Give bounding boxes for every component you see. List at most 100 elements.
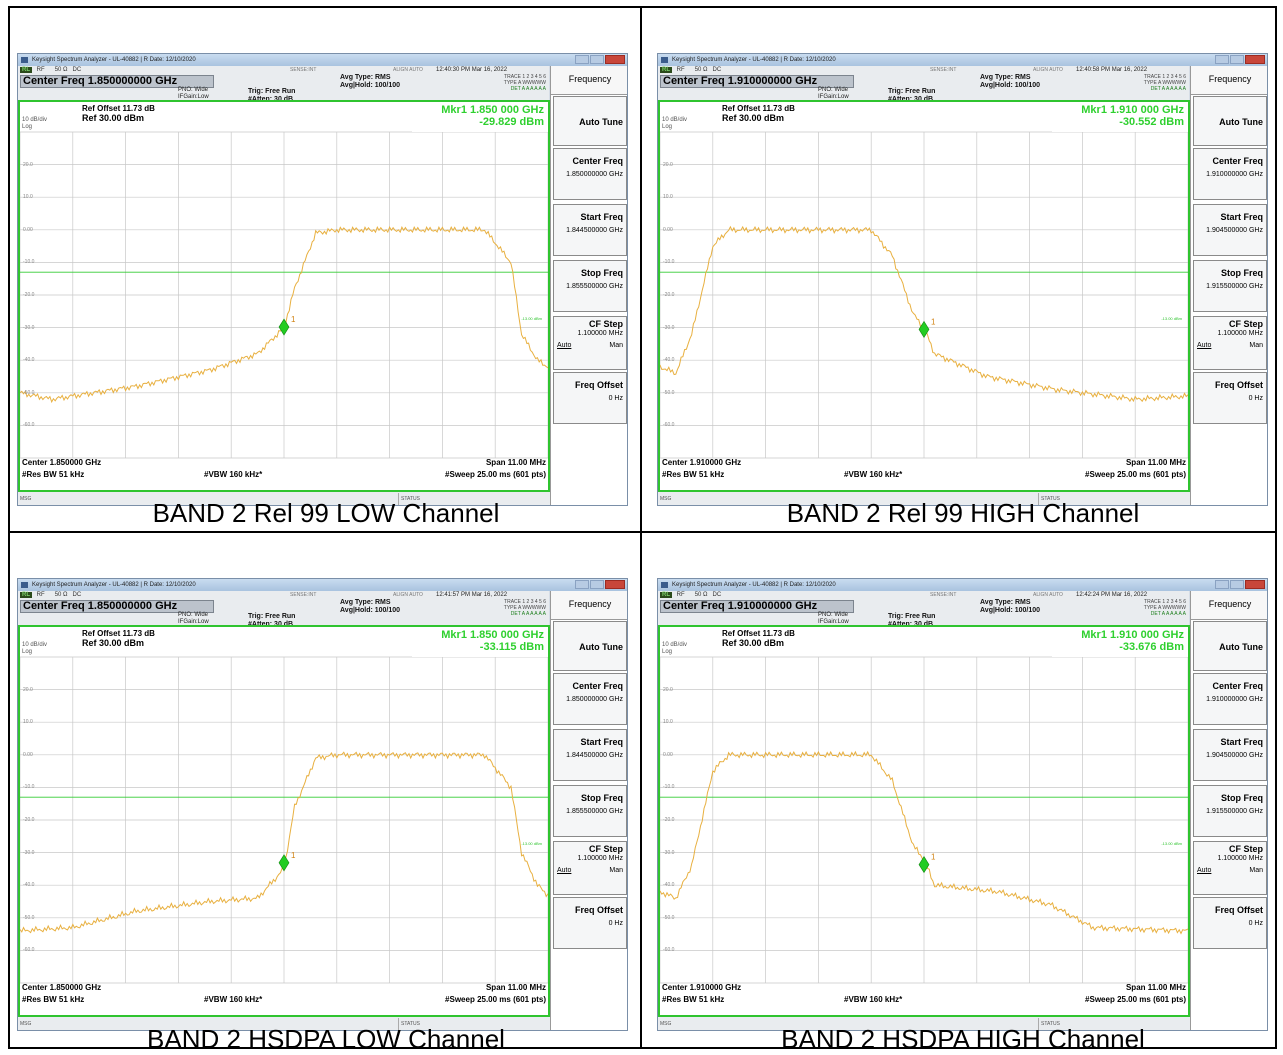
freq-offset-button[interactable]: Freq Offset 0 Hz bbox=[553, 897, 627, 949]
center-freq-button[interactable]: Center Freq 1.910000000 GHz bbox=[1193, 673, 1267, 725]
res-bw-label: #Res BW 51 kHz bbox=[22, 995, 85, 1004]
spectrum-plot[interactable]: 1 Ref Offset 11.73 dB Ref 30.00 dBm 10 d… bbox=[658, 625, 1190, 1017]
cf-step-man[interactable]: Man bbox=[1249, 867, 1263, 874]
y-tick-label: 0.00 bbox=[663, 751, 673, 758]
marker-readout-bg bbox=[412, 627, 548, 657]
freq-offset-button[interactable]: Freq Offset 0 Hz bbox=[553, 372, 627, 424]
maximize-icon[interactable] bbox=[590, 55, 604, 64]
y-tick-label: -50.0 bbox=[23, 914, 35, 921]
marker-freq: Mkr1 1.910 000 GHz bbox=[1081, 629, 1184, 641]
log-label: Log bbox=[22, 124, 33, 130]
trigger-atten: Trig: Free Run #Atten: 30 dB bbox=[888, 613, 935, 629]
spectrum-analyzer-window-2: Keysight Spectrum Analyzer - UL-40882 | … bbox=[657, 53, 1268, 506]
app-icon bbox=[661, 582, 668, 588]
span-label: Span 11.00 MHz bbox=[1125, 458, 1186, 467]
y-tick-label: -60.0 bbox=[663, 422, 675, 429]
spectrum-plot[interactable]: 1 Ref Offset 11.73 dB Ref 30.00 dBm 10 d… bbox=[18, 100, 550, 492]
rf-label: RF bbox=[676, 592, 685, 598]
stop-freq-label: Stop Freq bbox=[581, 793, 623, 803]
minimize-icon[interactable] bbox=[575, 55, 589, 64]
cf-step-man[interactable]: Man bbox=[609, 342, 623, 349]
marker-1-icon[interactable] bbox=[918, 320, 930, 338]
center-freq-button[interactable]: Center Freq 1.910000000 GHz bbox=[1193, 148, 1267, 200]
res-bw-label: #Res BW 51 kHz bbox=[662, 995, 725, 1004]
cf-step-auto[interactable]: Auto bbox=[557, 867, 572, 874]
cf-step-button[interactable]: CF Step 1.100000 MHz Auto Man bbox=[553, 841, 627, 895]
empty-softkey bbox=[553, 953, 627, 1029]
pno-ifgain: PNO: Wide IFGain:Low bbox=[818, 612, 849, 626]
maximize-icon[interactable] bbox=[590, 580, 604, 589]
start-freq-label: Start Freq bbox=[580, 212, 623, 222]
start-freq-button[interactable]: Start Freq 1.904500000 GHz bbox=[1193, 729, 1267, 781]
spectrum-plot[interactable]: 1 Ref Offset 11.73 dB Ref 30.00 dBm 10 d… bbox=[18, 625, 550, 1017]
marker-1-icon[interactable] bbox=[278, 854, 290, 872]
center-freq-button[interactable]: Center Freq 1.850000000 GHz bbox=[553, 673, 627, 725]
minimize-icon[interactable] bbox=[1215, 580, 1229, 589]
start-freq-button[interactable]: Start Freq 1.844500000 GHz bbox=[553, 729, 627, 781]
freq-offset-button[interactable]: Freq Offset 0 Hz bbox=[1193, 372, 1267, 424]
center-freq-header[interactable]: Center Freq 1.850000000 GHz bbox=[20, 600, 214, 613]
auto-tune-button[interactable]: Auto Tune bbox=[553, 96, 627, 146]
start-freq-button[interactable]: Start Freq 1.904500000 GHz bbox=[1193, 204, 1267, 256]
cf-step-button[interactable]: CF Step 1.100000 MHz Auto Man bbox=[1193, 841, 1267, 895]
stop-freq-label: Stop Freq bbox=[581, 268, 623, 278]
window-controls bbox=[1214, 55, 1265, 65]
ref-offset: Ref Offset 11.73 dB bbox=[82, 104, 155, 113]
spectrum-graticule: 1 bbox=[20, 656, 548, 984]
center-freq-button[interactable]: Center Freq 1.850000000 GHz bbox=[553, 148, 627, 200]
auto-tune-label: Auto Tune bbox=[579, 117, 623, 127]
auto-tune-button[interactable]: Auto Tune bbox=[553, 621, 627, 671]
start-freq-button[interactable]: Start Freq 1.844500000 GHz bbox=[553, 204, 627, 256]
sense-label: SENSE:INT bbox=[930, 67, 957, 73]
freq-offset-label: Freq Offset bbox=[1214, 905, 1263, 915]
close-icon[interactable] bbox=[605, 580, 625, 589]
cf-step-man[interactable]: Man bbox=[1249, 342, 1263, 349]
center-freq-label: Center Freq bbox=[572, 156, 623, 166]
marker-1-icon[interactable] bbox=[918, 856, 930, 874]
det-label: DET A A A A A A bbox=[1150, 86, 1186, 92]
spectrum-plot[interactable]: 1 Ref Offset 11.73 dB Ref 30.00 dBm 10 d… bbox=[658, 100, 1190, 492]
vbw-label: #VBW 160 kHz* bbox=[844, 470, 903, 479]
y-tick-label: -20.0 bbox=[663, 817, 675, 823]
center-freq-header[interactable]: Center Freq 1.850000000 GHz bbox=[20, 75, 214, 88]
marker-1-label: 1 bbox=[931, 317, 936, 326]
trig-label: Trig: Free Run bbox=[248, 88, 296, 95]
cf-step-button[interactable]: CF Step 1.100000 MHz Auto Man bbox=[1193, 316, 1267, 370]
stop-freq-button[interactable]: Stop Freq 1.855500000 GHz bbox=[553, 785, 627, 837]
vbw-label: #VBW 160 kHz* bbox=[204, 470, 263, 479]
auto-tune-button[interactable]: Auto Tune bbox=[1193, 621, 1267, 671]
cf-step-man[interactable]: Man bbox=[609, 867, 623, 874]
maximize-icon[interactable] bbox=[1230, 580, 1244, 589]
y-tick-label: -40.0 bbox=[663, 357, 675, 364]
msg-label: MSG bbox=[20, 496, 32, 502]
freq-offset-button[interactable]: Freq Offset 0 Hz bbox=[1193, 897, 1267, 949]
avg-hold-label: Avg|Hold: 100/100 bbox=[980, 607, 1041, 614]
minimize-icon[interactable] bbox=[575, 580, 589, 589]
stop-freq-label: Stop Freq bbox=[1221, 268, 1263, 278]
rf-label: RF bbox=[36, 592, 45, 598]
minimize-icon[interactable] bbox=[1215, 55, 1229, 64]
center-freq-header[interactable]: Center Freq 1.910000000 GHz bbox=[660, 75, 854, 88]
ref-offset: Ref Offset 11.73 dB bbox=[722, 629, 795, 638]
marker-freq: Mkr1 1.850 000 GHz bbox=[441, 629, 544, 641]
y-tick-label: -30.0 bbox=[663, 849, 675, 856]
cf-step-auto[interactable]: Auto bbox=[557, 342, 572, 349]
screenshot-caption-2: BAND 2 Rel 99 HIGH Channel bbox=[786, 498, 1140, 528]
close-icon[interactable] bbox=[605, 55, 625, 64]
y-tick-label: -10.0 bbox=[23, 784, 35, 791]
cf-step-auto[interactable]: Auto bbox=[1197, 867, 1212, 874]
maximize-icon[interactable] bbox=[1230, 55, 1244, 64]
cf-step-auto[interactable]: Auto bbox=[1197, 342, 1212, 349]
stop-freq-button[interactable]: Stop Freq 1.855500000 GHz bbox=[553, 260, 627, 312]
close-icon[interactable] bbox=[1245, 55, 1265, 64]
close-icon[interactable] bbox=[1245, 580, 1265, 589]
ifgain-label: IFGain:Low bbox=[818, 94, 849, 100]
marker-1-icon[interactable] bbox=[278, 318, 290, 336]
start-freq-value: 1.844500000 GHz bbox=[566, 227, 623, 234]
y-tick-label: -40.0 bbox=[663, 882, 675, 889]
stop-freq-button[interactable]: Stop Freq 1.915500000 GHz bbox=[1193, 785, 1267, 837]
center-freq-header[interactable]: Center Freq 1.910000000 GHz bbox=[660, 600, 854, 613]
stop-freq-button[interactable]: Stop Freq 1.915500000 GHz bbox=[1193, 260, 1267, 312]
auto-tune-button[interactable]: Auto Tune bbox=[1193, 96, 1267, 146]
cf-step-button[interactable]: CF Step 1.100000 MHz Auto Man bbox=[553, 316, 627, 370]
